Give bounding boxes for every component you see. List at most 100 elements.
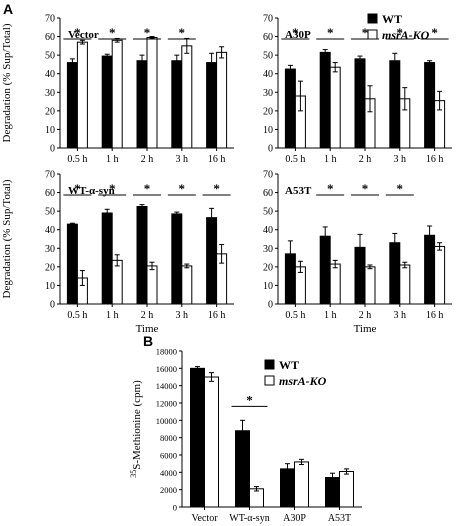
bar-wt bbox=[66, 62, 78, 149]
significance-star: * bbox=[179, 25, 186, 40]
bar-ko bbox=[181, 45, 193, 149]
x-tick-label: Vector bbox=[191, 513, 218, 524]
y-tick-label: 12000 bbox=[156, 399, 177, 409]
y-tick-label: 20 bbox=[45, 106, 55, 117]
y-tick-label: 50 bbox=[263, 207, 273, 218]
chart-title: WT-α-syn bbox=[68, 185, 115, 197]
bar-wt bbox=[101, 212, 113, 305]
y-axis-label-superscript: 35 bbox=[129, 470, 138, 478]
bar-ko bbox=[294, 461, 309, 508]
x-tick-label: A53T bbox=[328, 513, 351, 524]
bar-ko bbox=[216, 51, 228, 149]
x-tick-label: 3 h bbox=[176, 154, 189, 165]
bar-wt bbox=[171, 60, 183, 149]
y-tick-label: 40 bbox=[45, 69, 55, 80]
y-tick-label: 4000 bbox=[160, 468, 177, 478]
x-tick-label: A30P bbox=[283, 513, 306, 524]
x-tick-label: 1 h bbox=[106, 154, 119, 165]
panel-label-a: A bbox=[3, 1, 13, 17]
y-tick-label: 10000 bbox=[156, 416, 177, 426]
y-tick-label: 10 bbox=[45, 281, 55, 292]
significance-star: * bbox=[397, 25, 404, 40]
x-tick-label: 2 h bbox=[359, 154, 372, 165]
y-tick-label: 40 bbox=[45, 225, 55, 236]
significance-star: * bbox=[144, 25, 151, 40]
y-tick-label: 10 bbox=[45, 125, 55, 136]
significance-star: * bbox=[74, 181, 81, 196]
significance-star: * bbox=[362, 181, 369, 196]
bar-wt bbox=[319, 51, 331, 149]
y-tick-label: 20 bbox=[45, 262, 55, 273]
bar-wt bbox=[284, 68, 296, 149]
y-tick-label: 40 bbox=[263, 69, 273, 80]
x-tick-label: 3 h bbox=[176, 310, 189, 321]
y-tick-label: 10 bbox=[263, 281, 273, 292]
panel-label-b: B bbox=[143, 333, 153, 349]
chart-title: A53T bbox=[285, 185, 312, 197]
bar-ko bbox=[329, 263, 341, 305]
y-tick-label: 30 bbox=[263, 244, 273, 255]
y-tick-label: 2000 bbox=[160, 485, 177, 495]
bar-wt bbox=[136, 60, 148, 149]
bar-wt bbox=[354, 58, 366, 149]
significance-star: * bbox=[431, 25, 438, 40]
legend-a-wt-label: WT bbox=[382, 12, 402, 26]
significance-star: * bbox=[246, 392, 253, 407]
significance-star: * bbox=[397, 181, 404, 196]
y-tick-label: 50 bbox=[263, 51, 273, 62]
y-tick-label: 30 bbox=[45, 244, 55, 255]
x-tick-label: 1 h bbox=[324, 154, 337, 165]
y-tick-label: 16000 bbox=[156, 364, 177, 374]
y-tick-label: 14000 bbox=[156, 381, 177, 391]
x-tick-label: 2 h bbox=[141, 310, 154, 321]
legend-b-ko-swatch bbox=[264, 375, 275, 386]
bar-ko bbox=[146, 37, 158, 149]
legend-a-ko-swatch bbox=[367, 29, 378, 40]
bar-wt bbox=[319, 235, 331, 305]
y-tick-label: 6000 bbox=[160, 451, 177, 461]
y-tick-label: 60 bbox=[45, 32, 55, 43]
bar-wt bbox=[171, 213, 183, 305]
y-axis-label: Degradation (% Sup/Total) bbox=[1, 23, 13, 142]
significance-star: * bbox=[109, 181, 116, 196]
y-tick-label: 0 bbox=[50, 300, 55, 311]
chart-title: A30P bbox=[285, 29, 311, 41]
significance-star: * bbox=[213, 181, 220, 196]
y-tick-label: 60 bbox=[263, 188, 273, 199]
significance-star: * bbox=[292, 25, 299, 40]
bar-ko bbox=[111, 259, 123, 305]
bar-wt bbox=[66, 223, 78, 305]
y-tick-label: 70 bbox=[263, 14, 273, 25]
significance-star: * bbox=[362, 25, 369, 40]
x-tick-label: 1 h bbox=[324, 310, 337, 321]
x-tick-label: 16 h bbox=[208, 310, 226, 321]
y-tick-label: 40 bbox=[263, 225, 273, 236]
bar-ko bbox=[399, 264, 411, 305]
bar-ko bbox=[329, 66, 341, 149]
x-tick-label: 16 h bbox=[426, 154, 444, 165]
x-tick-label: WT-α-syn bbox=[229, 513, 269, 524]
bar-ko bbox=[434, 245, 446, 305]
legend-a-wt-swatch bbox=[367, 13, 378, 24]
y-tick-label: 70 bbox=[45, 170, 55, 181]
significance-star: * bbox=[144, 181, 151, 196]
legend-b-ko-label: msrA-KO bbox=[279, 374, 327, 388]
y-axis-label: Degradation (% Sup/Total) bbox=[1, 179, 13, 298]
significance-star: * bbox=[179, 181, 186, 196]
chart-title: Vector bbox=[68, 29, 99, 41]
x-tick-label: 3 h bbox=[394, 154, 407, 165]
bar-ko bbox=[181, 265, 193, 305]
y-axis-label: 35S-Methionine (cpm) bbox=[129, 380, 143, 478]
y-tick-label: 0 bbox=[173, 503, 177, 513]
bar-wt bbox=[206, 62, 218, 149]
y-axis-label-text: S-Methionine (cpm) bbox=[131, 380, 143, 470]
bar-wt bbox=[206, 217, 218, 305]
y-tick-label: 60 bbox=[263, 32, 273, 43]
bar-ko bbox=[204, 376, 219, 508]
bar-wt bbox=[389, 60, 401, 149]
y-tick-label: 0 bbox=[268, 300, 273, 311]
significance-star: * bbox=[327, 25, 334, 40]
